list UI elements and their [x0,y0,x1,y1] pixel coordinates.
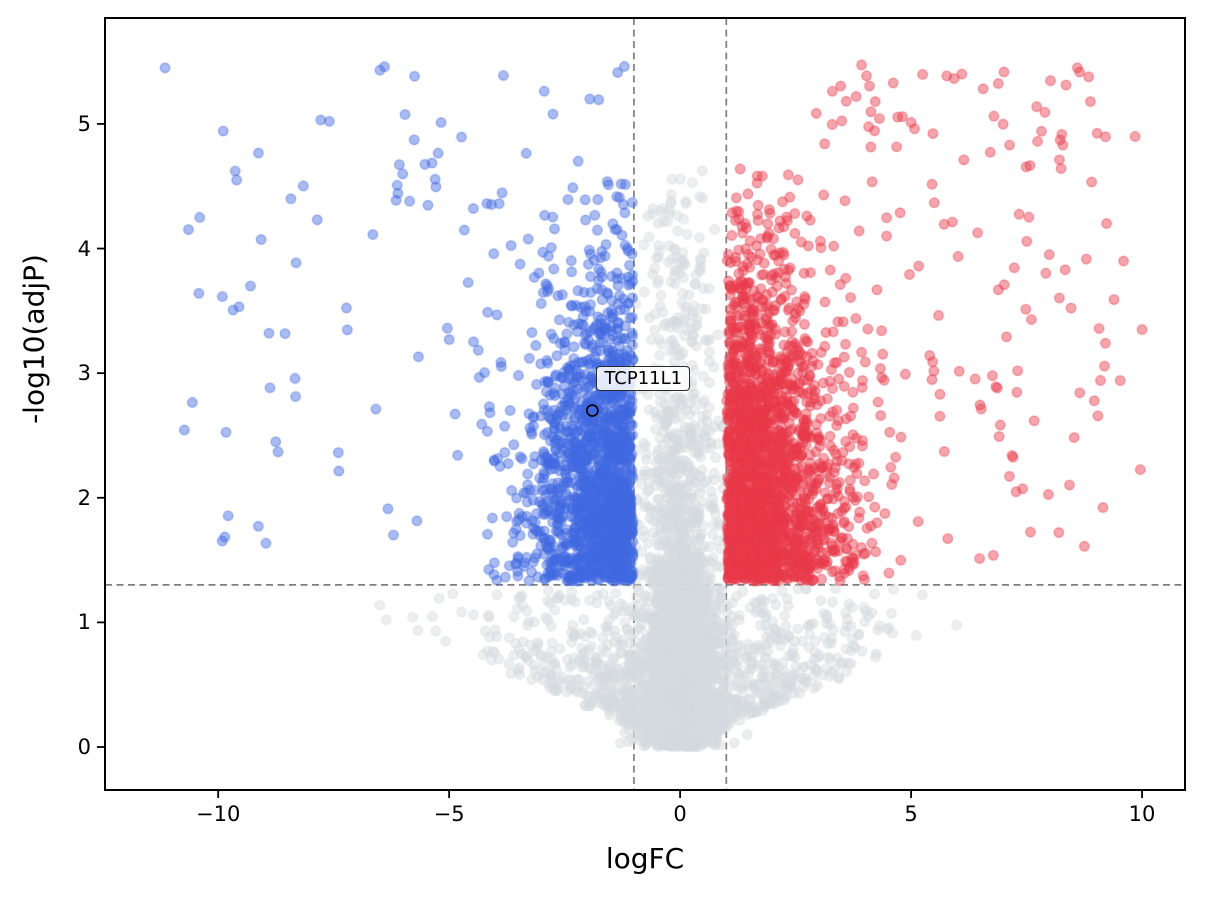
y-axis-label: -log10(adjP) [17,254,51,424]
y-tick-label-5: 5 [77,111,91,136]
x-tick-label-2: 0 [673,802,687,826]
plot-spines [104,17,1186,791]
annotated-gene-marker [585,404,599,417]
y-tick-label-4: 4 [77,236,91,261]
y-tick-label-3: 3 [77,361,91,386]
x-tick-label-3: 5 [904,802,918,826]
gene-annotation-label: TCP11L1 [596,365,691,391]
y-tick-label-0: 0 [77,735,91,759]
x-tick-label-1: −5 [433,802,465,826]
x-axis-label: logFC [605,842,685,875]
x-tick-label-0: −10 [196,802,241,826]
y-tick-label-2: 2 [77,485,91,510]
x-tick-label-4: 10 [1128,802,1156,826]
y-tick-label-1: 1 [77,610,91,635]
